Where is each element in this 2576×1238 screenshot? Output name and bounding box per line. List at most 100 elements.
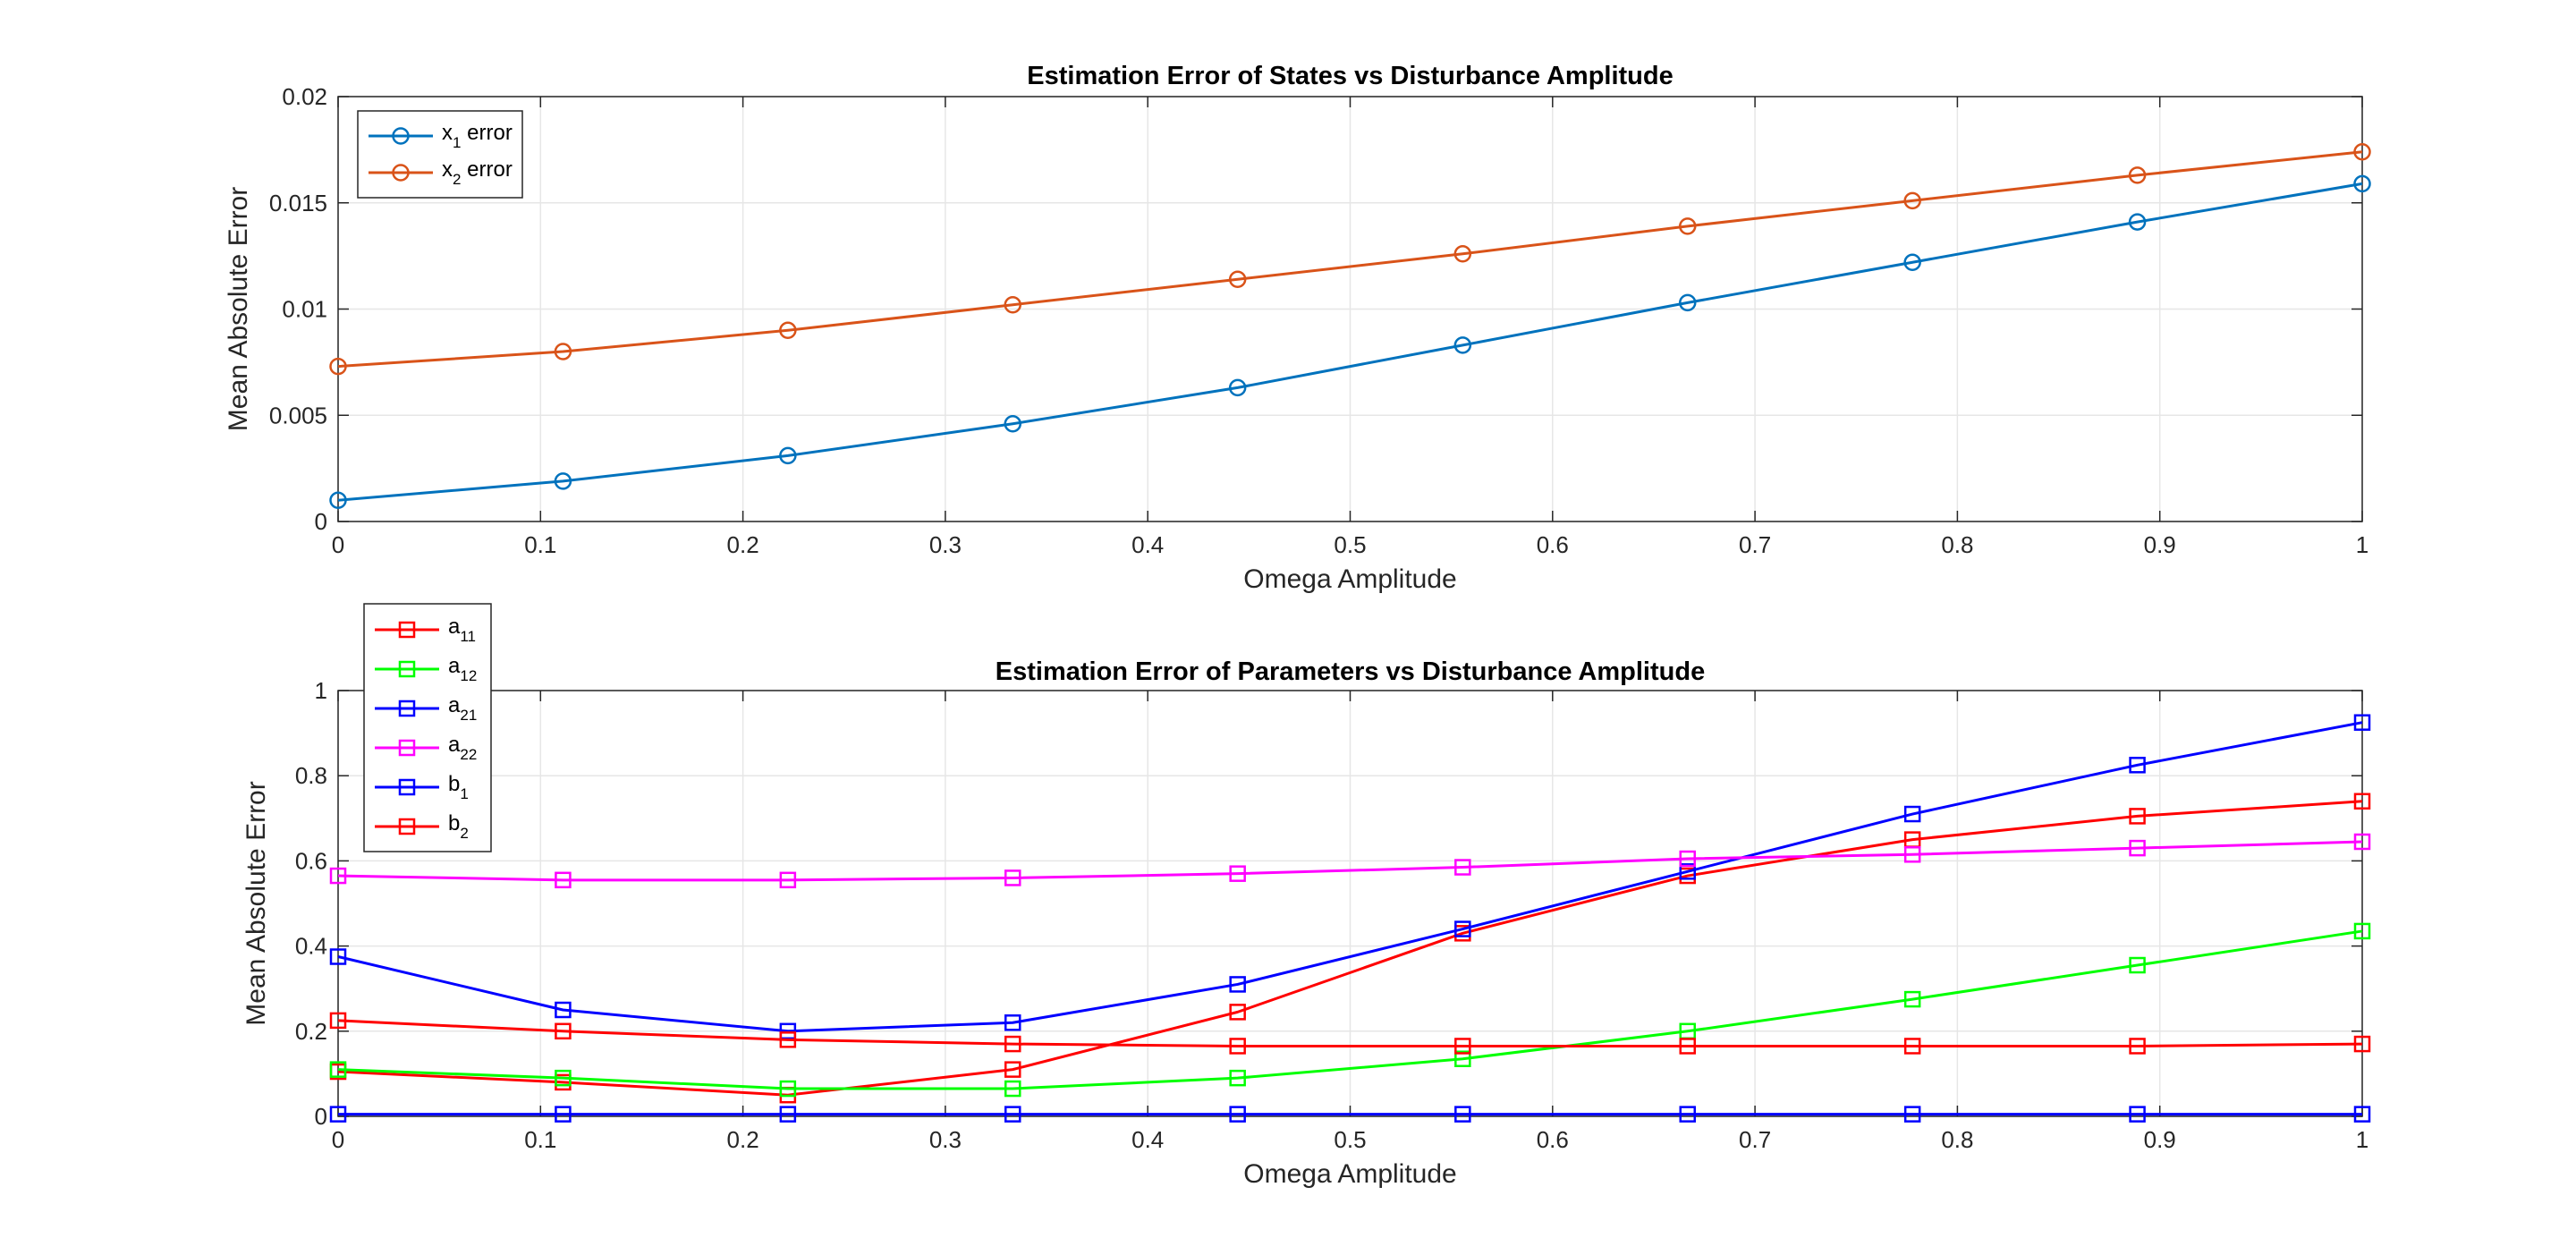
legend-entry: b1 [375,772,469,802]
data-point [1454,920,1471,937]
data-point [1678,293,1697,312]
data-point [554,472,572,490]
data-point [1228,270,1247,288]
series-a12 [329,922,2371,1098]
data-point [2129,839,2146,857]
data-point [1229,1004,1246,1021]
x-tick-label: 0.6 [1537,1126,1569,1153]
legend-marker [398,818,416,835]
series-x2-error [329,143,2371,376]
x-tick-label: 0.6 [1537,531,1569,558]
data-point [329,1012,347,1030]
legend-label: b1 [448,772,469,802]
data-point [329,1061,347,1078]
data-point [2129,956,2146,974]
data-point [2129,1038,2146,1055]
x-axis-label: Omega Amplitude [1243,1159,1456,1189]
data-point [1454,1106,1471,1123]
x-tick-label: 0.3 [929,1126,962,1153]
legend-marker [398,660,416,678]
chart-title: Estimation Error of States vs Disturbanc… [1027,62,1673,90]
y-axis-label: Mean Absolute Error [242,781,271,1025]
series-line [337,800,2363,1097]
data-point [1454,859,1471,876]
x-tick-label: 0.8 [1941,531,1973,558]
x-tick-label: 0.5 [1334,1126,1366,1153]
y-tick-label: 1 [315,677,327,704]
data-point [1229,1069,1246,1087]
x-tick-label: 0 [332,531,344,558]
data-point [1903,990,1921,1008]
data-point [1454,1050,1471,1067]
series-line [337,150,2363,369]
data-point [1004,296,1022,314]
legend-entry: x1 error [369,121,513,151]
y-tick-label: 0 [315,1103,327,1130]
y-tick-label: 0.015 [269,190,327,216]
data-point [1679,1106,1696,1123]
x-tick-label: 0.9 [2144,1126,2176,1153]
x-tick-label: 0.8 [1941,1126,1973,1153]
data-point [1004,1035,1021,1053]
series-line [337,721,2363,1033]
data-point [1004,869,1021,886]
legend-entry: x2 error [369,157,513,188]
series-line [337,840,2363,882]
data-point [1004,1106,1021,1123]
legend-label: a11 [448,615,476,645]
data-point [1454,1038,1471,1055]
legend-label: a12 [448,654,477,684]
series-a21 [329,714,2371,1040]
data-point [779,1080,797,1098]
legend-label: a21 [448,693,477,724]
data-point [555,1001,572,1019]
legend-marker [398,621,416,639]
y-tick-label: 0.4 [295,933,327,960]
y-tick-label: 0.005 [269,402,327,428]
x-tick-label: 0.9 [2144,531,2176,558]
x-tick-label: 0.7 [1739,1126,1771,1153]
data-point [779,321,797,339]
legend-box [363,603,492,852]
legend-marker [398,739,416,757]
data-point [1228,378,1247,397]
data-point [1453,336,1472,354]
data-point [2353,1106,2371,1123]
data-point [1903,1038,1921,1055]
series-line [337,182,2363,502]
data-point [2353,793,2371,810]
y-tick-label: 0.6 [295,847,327,874]
legend-entry: a12 [375,654,477,684]
data-point [329,357,347,376]
series-b2 [329,1012,2371,1055]
data-point [329,948,347,965]
data-point [2129,757,2146,774]
data-point [779,1031,797,1048]
series-line [337,1019,2363,1047]
series-line [337,929,2363,1090]
y-tick-label: 0.01 [282,296,327,323]
legend-entry: a11 [375,615,476,645]
data-point [1903,805,1921,823]
x-tick-label: 0.3 [929,531,962,558]
data-point [1679,863,1696,880]
data-point [2129,1106,2146,1123]
x-tick-label: 0.7 [1739,531,1771,558]
data-point [1678,217,1697,235]
data-point [1453,245,1472,263]
legend-entry: a22 [375,733,477,763]
data-point [329,867,347,885]
legend: a11 a12 a21 a22 b1 b2 [363,603,492,852]
data-point [1004,1080,1021,1098]
x-axis-label: Omega Amplitude [1243,564,1456,594]
data-point [2353,714,2371,731]
data-point [1229,1038,1246,1055]
legend-label: x2 error [442,157,513,188]
data-point [554,343,572,360]
data-point [1229,865,1246,882]
data-point [555,1106,572,1123]
data-point [2353,143,2371,161]
data-point [1679,1038,1696,1055]
chart-title: Estimation Error of Parameters vs Distur… [996,657,1705,686]
